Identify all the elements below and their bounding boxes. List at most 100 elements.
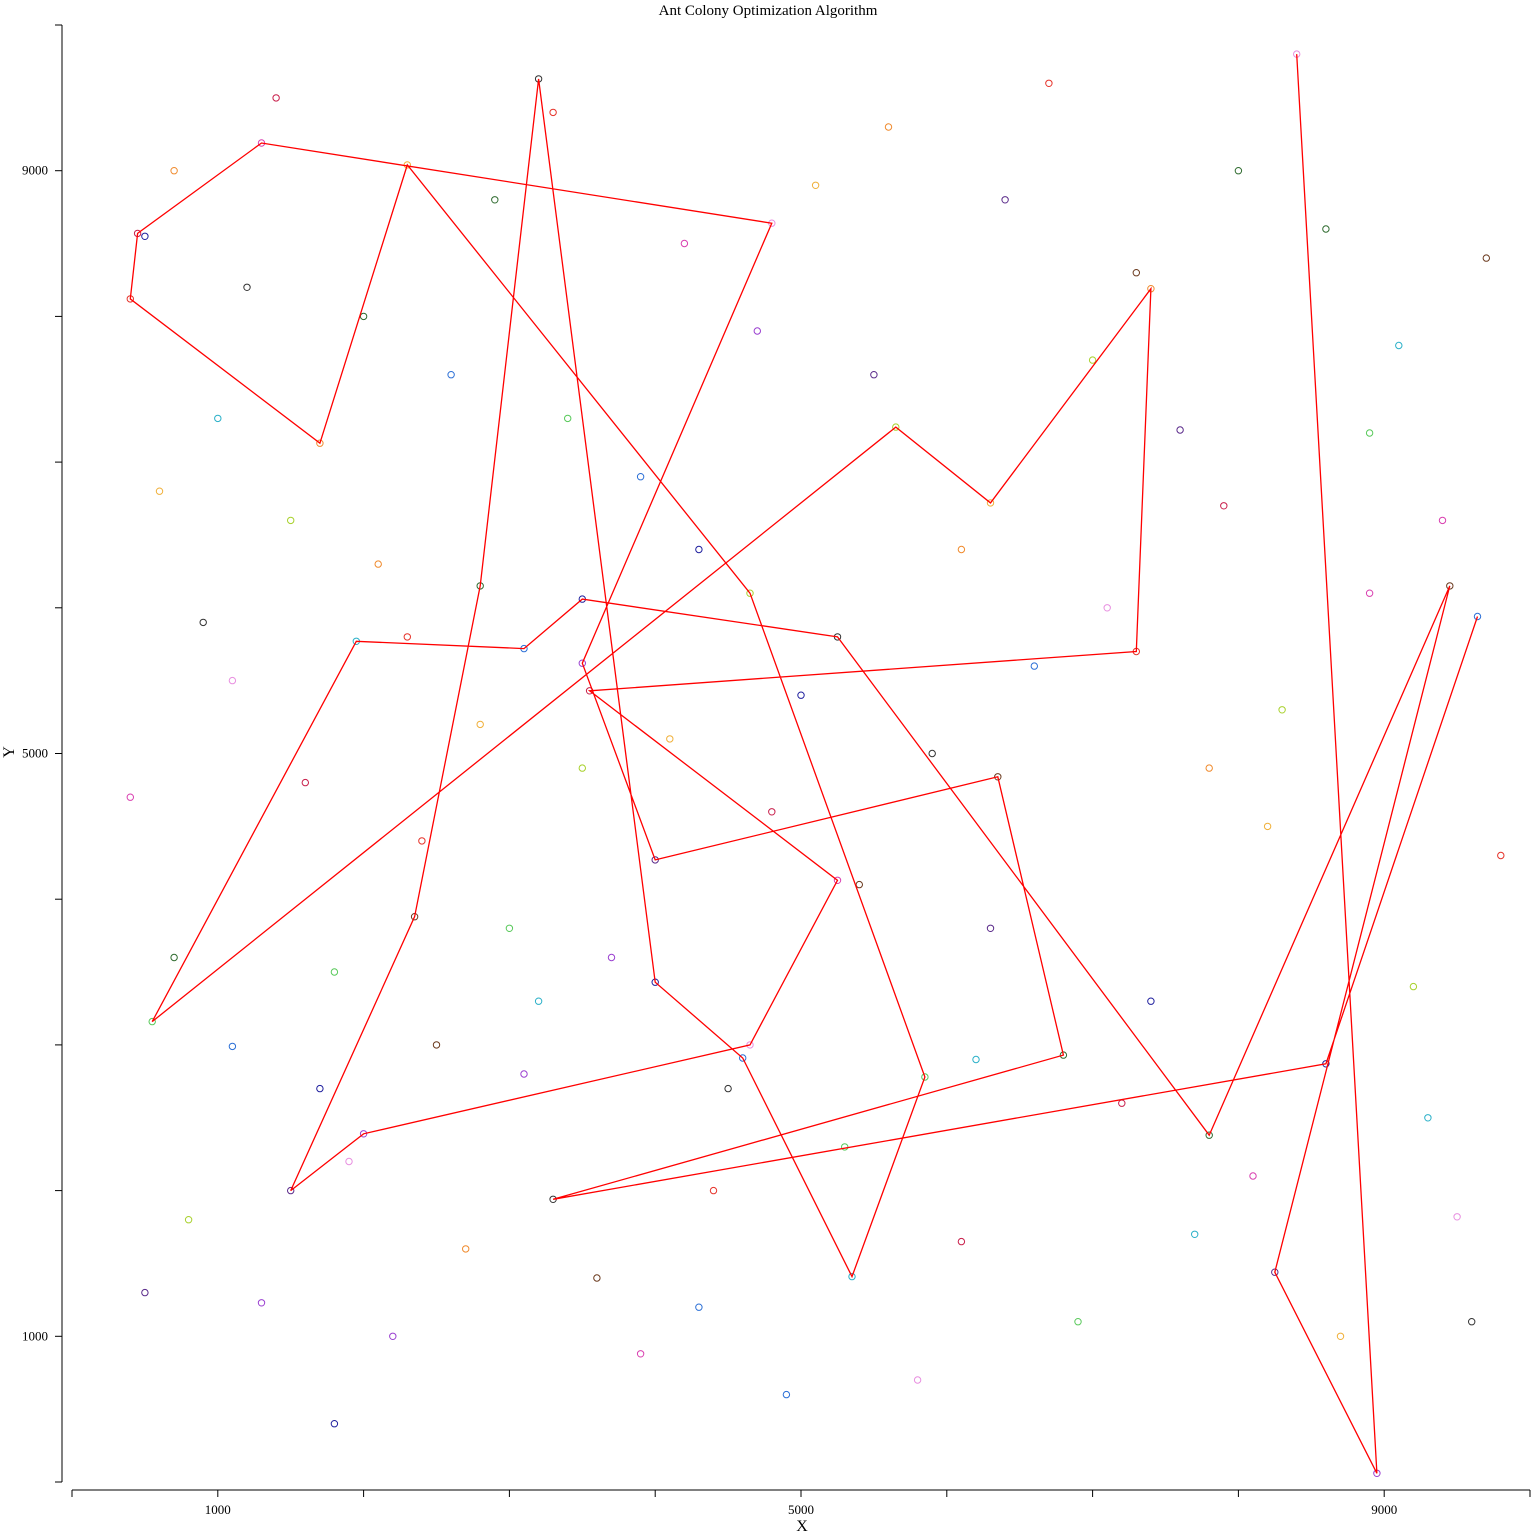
x-tick-label: 5000 <box>788 1502 814 1517</box>
city-point <box>1074 1318 1082 1326</box>
city-point <box>1473 612 1482 621</box>
city-point <box>1234 167 1243 175</box>
city-point <box>1249 1172 1257 1180</box>
city-point <box>403 633 411 641</box>
city-point <box>695 545 703 554</box>
city-point <box>1147 997 1155 1005</box>
city-point <box>287 1186 295 1195</box>
city-point <box>892 423 900 431</box>
city-point <box>1030 662 1039 670</box>
city-point <box>170 953 178 962</box>
city-point <box>214 414 222 423</box>
city-point <box>848 1272 856 1281</box>
city-point <box>170 167 178 175</box>
city-point <box>884 123 893 131</box>
city-point <box>505 924 514 932</box>
x-tick-label: 9000 <box>1371 1502 1397 1517</box>
chart-title: Ant Colony Optimization Algorithm <box>659 3 878 19</box>
city-point <box>1118 1099 1126 1107</box>
city-point <box>855 880 863 889</box>
city-point <box>330 968 339 976</box>
city-point <box>1322 225 1330 233</box>
city-point <box>768 808 776 816</box>
city-point <box>432 1041 441 1049</box>
y-tick-label: 5000 <box>22 746 48 761</box>
city-point <box>1446 582 1454 590</box>
city-point <box>287 516 295 525</box>
city-point <box>476 720 484 729</box>
city-point <box>746 1041 754 1049</box>
city-point <box>155 487 164 495</box>
y-tick-label: 1000 <box>22 1328 48 1343</box>
city-point <box>724 1084 732 1093</box>
city-point <box>870 371 878 379</box>
city-point <box>257 1299 266 1307</box>
city-point <box>359 1130 368 1138</box>
city-point <box>1132 269 1141 277</box>
cities-layer <box>126 50 1505 1478</box>
city-point <box>141 1288 149 1297</box>
city-point <box>389 1332 397 1341</box>
city-point <box>564 414 572 423</box>
city-point <box>957 1237 966 1246</box>
city-point <box>316 439 324 447</box>
city-point <box>141 232 149 241</box>
city-point <box>1482 254 1491 262</box>
city-point <box>680 239 689 248</box>
city-point <box>709 1186 718 1195</box>
city-point <box>986 499 995 507</box>
city-point <box>520 1070 528 1078</box>
city-point <box>243 283 251 291</box>
city-point <box>359 312 368 321</box>
city-point <box>316 1084 324 1093</box>
city-point <box>1271 1268 1279 1276</box>
city-point <box>928 749 936 758</box>
city-point <box>1424 1114 1432 1122</box>
x-tick-label: 1000 <box>205 1502 231 1517</box>
city-point <box>1263 822 1272 831</box>
city-point <box>1438 516 1447 525</box>
city-point <box>746 589 754 597</box>
city-point <box>272 94 280 102</box>
city-point <box>1176 426 1184 434</box>
city-point <box>1001 196 1009 204</box>
y-axis-label: Y <box>1 746 18 758</box>
x-axis-label: X <box>796 1518 808 1535</box>
city-point <box>739 1054 747 1062</box>
city-point <box>1395 341 1403 350</box>
city-point <box>636 473 645 481</box>
route-layer <box>129 54 1479 1474</box>
city-point <box>578 764 586 772</box>
city-point <box>148 1017 156 1026</box>
city-point <box>228 1042 237 1051</box>
city-point <box>695 1303 703 1311</box>
city-point <box>1336 1332 1345 1341</box>
city-point <box>1191 1230 1199 1239</box>
city-point <box>1365 429 1374 437</box>
city-point <box>913 1376 922 1384</box>
city-point <box>782 1390 791 1399</box>
city-point <box>301 778 309 787</box>
city-point <box>994 773 1002 781</box>
city-point <box>797 691 805 699</box>
city-point <box>651 856 659 864</box>
city-point <box>972 1055 980 1064</box>
city-point <box>462 1245 470 1253</box>
city-point <box>1059 1051 1068 1059</box>
city-point <box>753 327 761 335</box>
city-point <box>833 876 842 884</box>
city-point <box>1205 764 1213 772</box>
city-point <box>330 1420 339 1428</box>
city-point <box>184 1216 193 1224</box>
city-point <box>986 924 995 932</box>
city-point <box>607 953 616 962</box>
city-point <box>636 1350 645 1358</box>
city-point <box>1453 1213 1461 1221</box>
city-point <box>1103 604 1111 612</box>
city-point <box>228 676 237 685</box>
city-point <box>345 1157 353 1166</box>
city-point <box>549 108 557 117</box>
route-line <box>129 54 1479 1474</box>
city-point <box>534 997 543 1005</box>
